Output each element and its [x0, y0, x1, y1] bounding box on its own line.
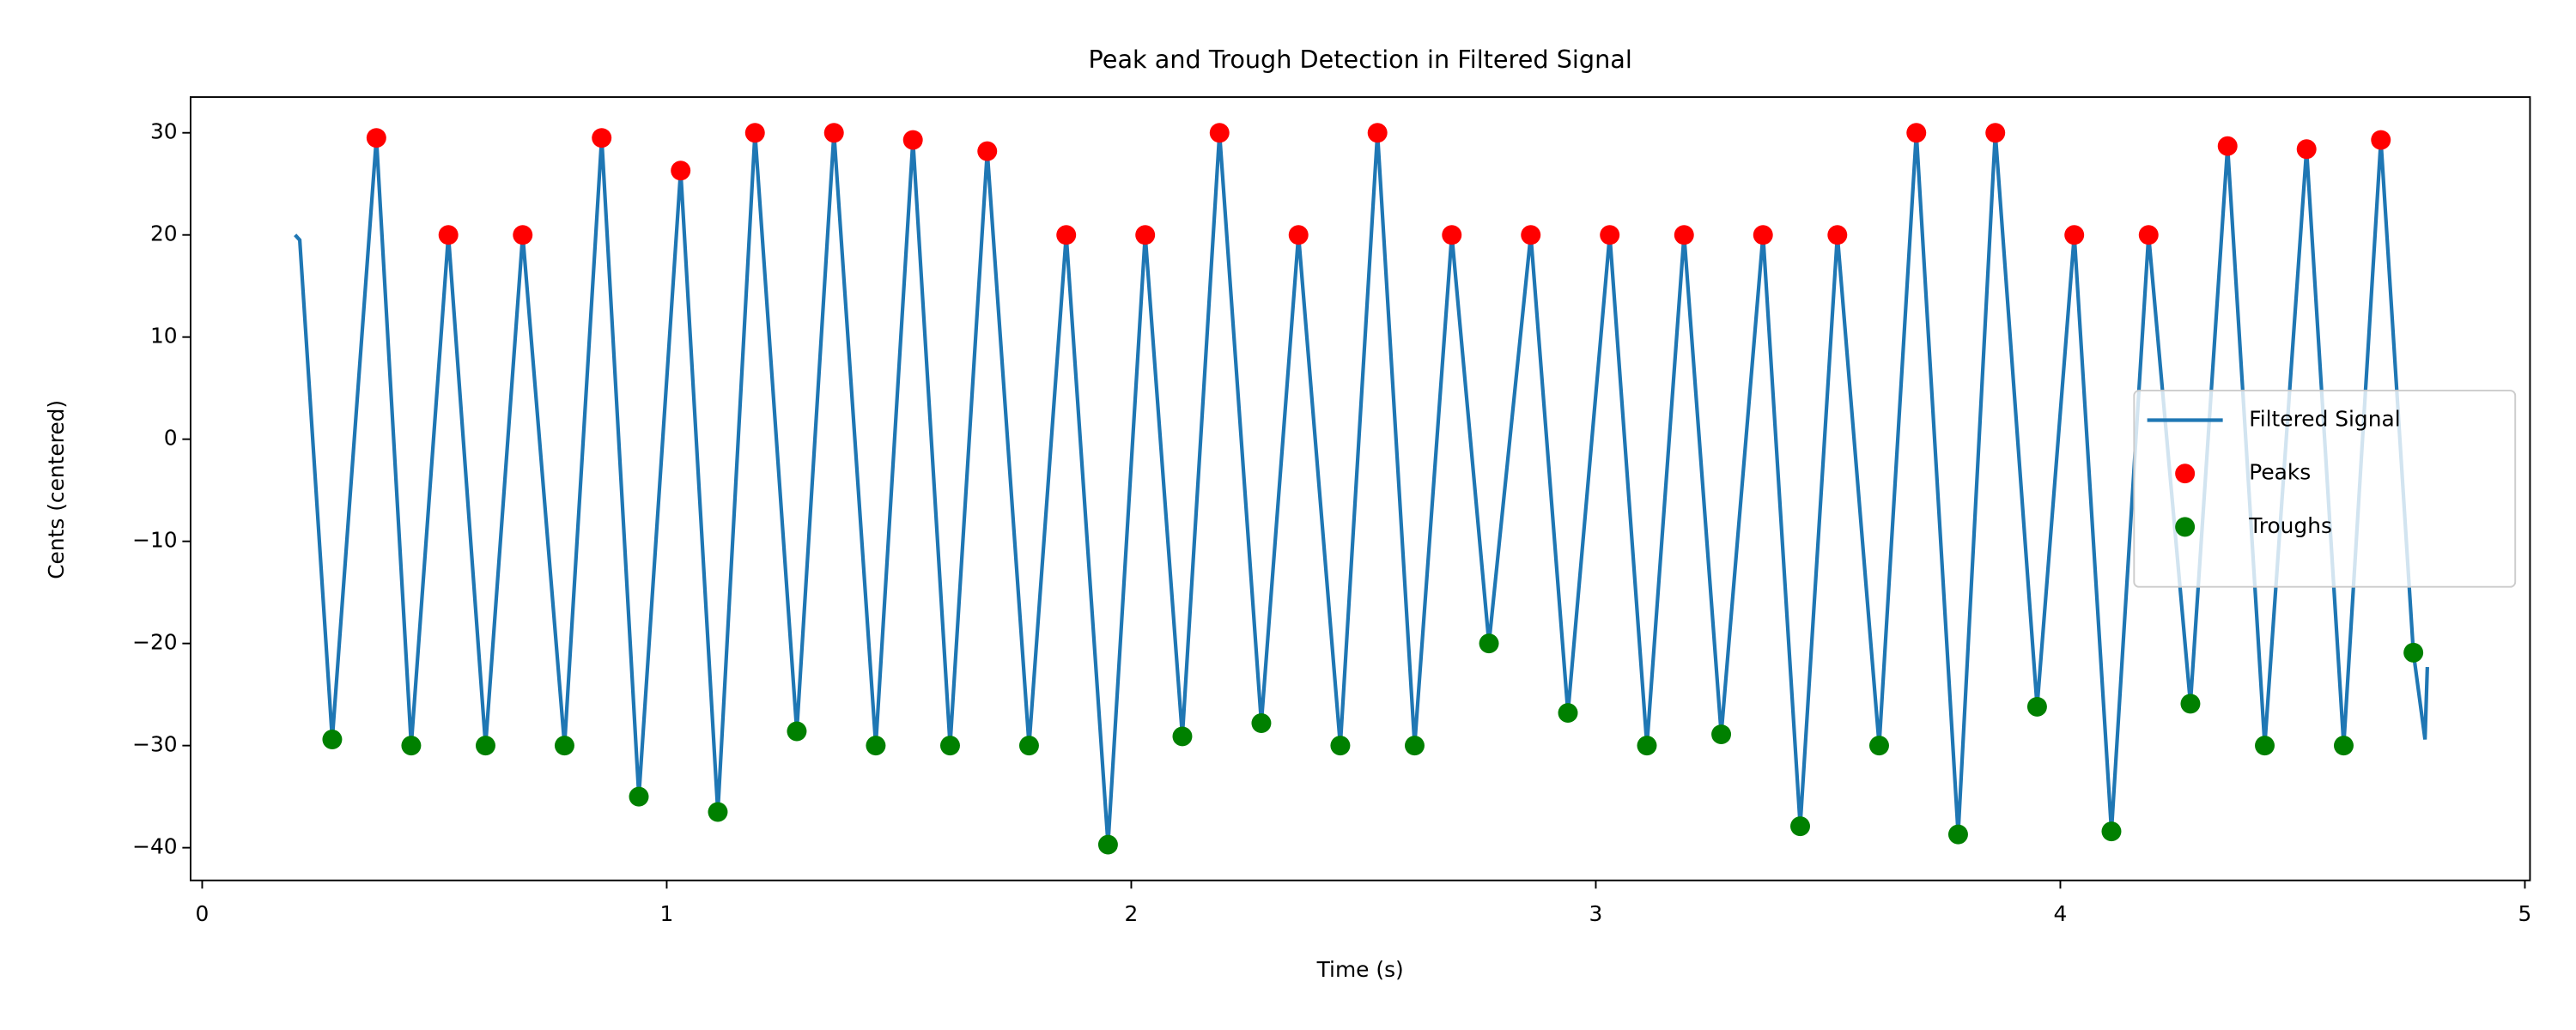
y-tick-label: −20	[132, 630, 177, 655]
legend-marker	[2175, 517, 2196, 537]
troughs-marker	[1097, 834, 1118, 855]
legend-marker	[2175, 464, 2196, 484]
peaks-marker	[1209, 123, 1230, 143]
peaks-marker	[438, 225, 459, 245]
troughs-marker	[866, 736, 886, 756]
peaks-marker	[1056, 225, 1077, 245]
troughs-marker	[1637, 736, 1657, 756]
y-tick-label: 10	[150, 324, 178, 348]
peaks-marker	[1135, 225, 1156, 245]
peaks-marker	[2296, 139, 2317, 160]
peaks-marker	[2371, 130, 2391, 150]
y-tick-label: −40	[132, 834, 177, 859]
troughs-marker	[2101, 821, 2122, 842]
y-tick-label: −30	[132, 732, 177, 757]
x-tick-label: 2	[1125, 901, 1139, 926]
peaks-marker	[1674, 225, 1694, 245]
y-axis-label: Cents (centered)	[44, 400, 69, 579]
x-tick-label: 0	[196, 901, 210, 926]
peaks-marker	[823, 123, 844, 143]
peaks-marker	[744, 123, 765, 143]
troughs-marker	[2334, 736, 2354, 756]
troughs-marker	[1711, 724, 1732, 745]
troughs-marker	[1172, 726, 1193, 747]
troughs-marker	[554, 736, 574, 756]
troughs-marker	[1479, 633, 1499, 654]
x-tick-label: 5	[2518, 901, 2532, 926]
troughs-marker	[322, 730, 343, 749]
x-tick-label: 3	[1589, 901, 1603, 926]
peaks-marker	[902, 130, 923, 150]
peaks-marker	[671, 161, 691, 181]
troughs-marker	[2403, 642, 2424, 663]
troughs-marker	[2180, 694, 2201, 714]
troughs-marker	[2026, 696, 2047, 717]
y-tick-label: 0	[164, 426, 178, 451]
troughs-marker	[939, 736, 960, 756]
legend-label: Peaks	[2249, 460, 2311, 485]
signal-line	[294, 132, 2429, 845]
x-axis-label: Time (s)	[1316, 957, 1404, 982]
peaks-marker	[592, 128, 612, 148]
troughs-marker	[708, 802, 728, 822]
troughs-marker	[1869, 736, 1889, 756]
troughs-marker	[1330, 736, 1351, 756]
troughs-marker	[401, 736, 422, 756]
peaks-marker	[2138, 225, 2159, 245]
y-tick-label: 30	[150, 119, 178, 144]
legend-label: Filtered Signal	[2249, 407, 2400, 432]
peaks-marker	[366, 128, 386, 148]
y-tick-label: 20	[150, 221, 178, 246]
x-tick-label: 4	[2054, 901, 2068, 926]
peaks-marker	[1600, 225, 1620, 245]
peaks-marker	[1985, 123, 2006, 143]
plot-frame	[189, 96, 2531, 882]
peaks-marker	[1906, 123, 1927, 143]
peaks-marker	[513, 225, 533, 245]
troughs-marker	[475, 736, 495, 756]
chart-title: Peak and Trough Detection in Filtered Si…	[1089, 45, 1632, 74]
troughs-marker	[1947, 824, 1968, 845]
troughs-marker	[1405, 736, 1425, 756]
peaks-marker	[977, 141, 998, 161]
peaks-marker	[2064, 225, 2085, 245]
troughs-marker	[1790, 816, 1810, 837]
peaks-marker	[1521, 225, 1541, 245]
peaks-marker	[1753, 225, 1773, 245]
x-tick-label: 1	[660, 901, 674, 926]
troughs-marker	[787, 721, 807, 742]
peaks-marker	[1827, 225, 1848, 245]
troughs-marker	[629, 786, 649, 807]
legend-box	[2133, 390, 2517, 588]
peaks-marker	[1288, 225, 1309, 245]
peaks-marker	[2217, 136, 2238, 156]
peaks-marker	[1442, 225, 1462, 245]
troughs-marker	[1251, 712, 1272, 733]
troughs-marker	[2255, 736, 2275, 756]
peaks-marker	[1367, 123, 1388, 143]
y-tick-label: −10	[132, 528, 177, 553]
legend-label: Troughs	[2248, 513, 2332, 538]
troughs-marker	[1018, 736, 1039, 756]
troughs-marker	[1558, 703, 1578, 724]
